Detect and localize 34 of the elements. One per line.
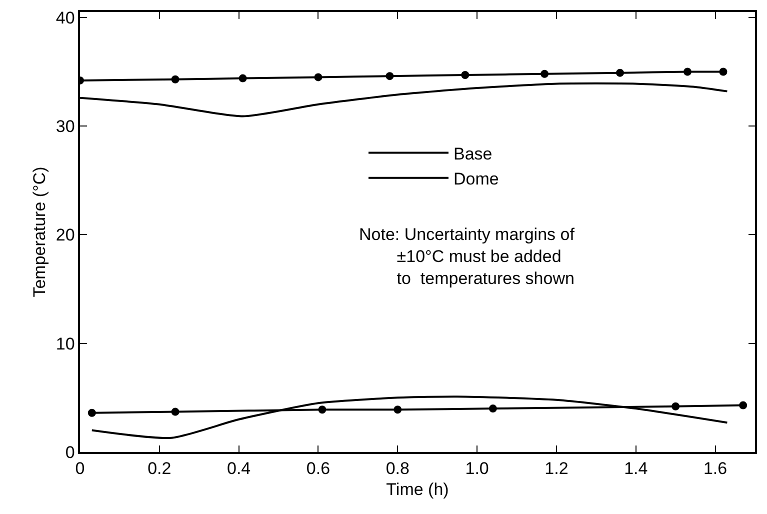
point [171,408,180,416]
x-tick-label: 1.6 [703,459,728,478]
point [394,406,402,414]
point [314,73,322,82]
x-tick-label: 1.2 [544,459,568,478]
point [171,75,180,84]
y-tick-label: 20 [56,226,75,245]
y-tick-label: 0 [65,442,75,462]
point [719,68,728,76]
y-tick-label: 40 [56,8,75,28]
legend-label: Base [454,144,492,164]
x-tick-label: 0.8 [386,459,410,478]
x-tick-label: 1.0 [465,459,489,478]
point [461,71,470,80]
x-axis-title: Time (h) [386,480,449,500]
point [739,401,748,410]
annotation: Note: Uncertainty margins of ±10°C must be added to temperatures shown [359,225,575,288]
legend-label: Dome [454,169,499,188]
point [88,408,96,417]
y-tick-label: 30 [56,117,75,136]
x-tick-label: 1.4 [624,459,648,478]
point [488,404,497,413]
y-axis-title: Temperature (°C) [30,166,49,298]
x-tick-label: 0.4 [227,459,251,478]
point [238,74,247,82]
point [386,72,394,80]
y-tick-label: 10 [56,334,75,354]
x-tick-label: 0.2 [148,459,172,478]
point [616,68,624,77]
point [684,68,692,76]
point [540,70,549,78]
x-tick-label: 0.6 [306,459,330,478]
point [318,406,326,414]
point [672,402,680,410]
